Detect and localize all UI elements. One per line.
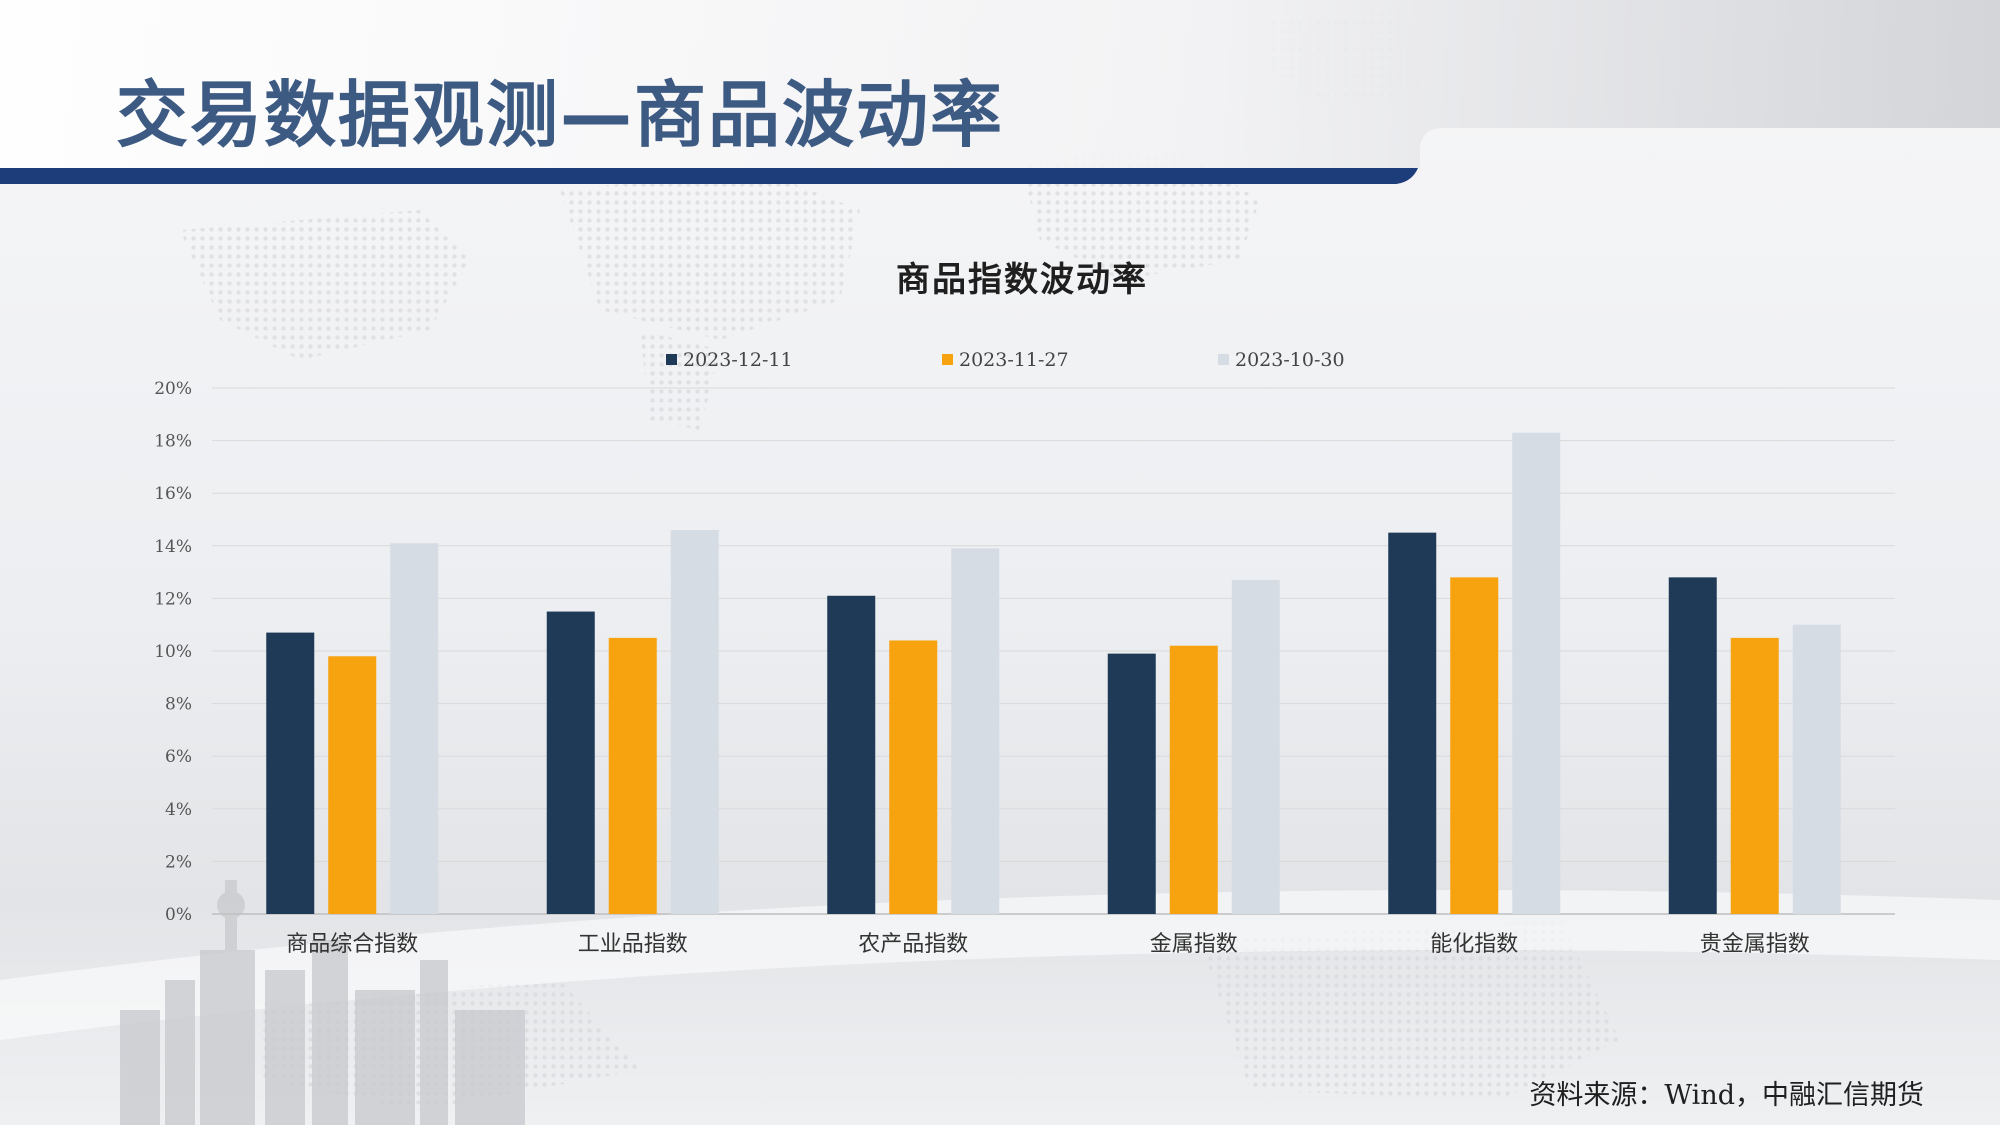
bar	[1668, 577, 1717, 914]
chart-legend: 2023-12-11 2023-11-27 2023-10-30	[666, 349, 1345, 371]
x-category-label: 贵金属指数	[1700, 932, 1810, 957]
bar	[608, 637, 657, 914]
x-axis: 商品综合指数 工业品指数 农产品指数 金属指数 能化指数 贵金属指数	[286, 932, 1810, 957]
legend-swatch	[1218, 354, 1229, 365]
bar	[1730, 637, 1779, 914]
y-tick-label: 20%	[154, 379, 192, 399]
bar	[328, 656, 377, 914]
y-tick-label: 6%	[165, 747, 192, 767]
legend-swatch	[666, 354, 677, 365]
x-category-label: 金属指数	[1150, 932, 1238, 957]
y-tick-label: 14%	[154, 537, 192, 557]
bar	[889, 640, 938, 914]
bar	[951, 548, 1000, 914]
bar	[670, 530, 719, 914]
y-tick-label: 8%	[165, 695, 192, 715]
x-category-label: 能化指数	[1430, 932, 1518, 957]
bar	[390, 543, 439, 914]
x-category-label: 农产品指数	[858, 932, 968, 957]
bar	[1169, 645, 1218, 914]
bar	[1107, 653, 1156, 914]
bar	[1512, 432, 1561, 914]
x-category-label: 商品综合指数	[286, 932, 418, 957]
x-category-label: 工业品指数	[578, 932, 688, 957]
chart-title: 商品指数波动率	[896, 260, 1148, 300]
bar	[266, 632, 315, 914]
chart-bars	[266, 432, 1841, 914]
chart-gridlines	[212, 387, 1895, 915]
bar	[827, 595, 876, 914]
y-tick-label: 16%	[154, 484, 192, 504]
legend-label: 2023-12-11	[683, 349, 793, 371]
source-note: 资料来源：Wind，中融汇信期货	[1529, 1080, 1924, 1111]
y-tick-label: 4%	[165, 800, 192, 820]
y-tick-label: 10%	[154, 642, 192, 662]
bar	[1450, 577, 1499, 914]
bar	[1792, 624, 1841, 914]
y-tick-label: 0%	[165, 905, 192, 925]
skyline-silhouette	[120, 880, 525, 1125]
legend-label: 2023-11-27	[959, 349, 1069, 371]
header-rule	[0, 168, 1418, 184]
legend-label: 2023-10-30	[1235, 349, 1345, 371]
bar	[546, 611, 595, 914]
y-tick-label: 18%	[154, 432, 192, 452]
y-tick-label: 12%	[154, 589, 192, 609]
bar	[1388, 532, 1437, 914]
y-tick-label: 2%	[165, 852, 192, 872]
y-axis: 0% 2% 4% 6% 8% 10% 12% 14% 16% 18% 20%	[154, 379, 192, 925]
slide-title: 交易数据观测—商品波动率	[116, 73, 1005, 157]
legend-swatch	[942, 354, 953, 365]
bar	[1231, 579, 1280, 914]
